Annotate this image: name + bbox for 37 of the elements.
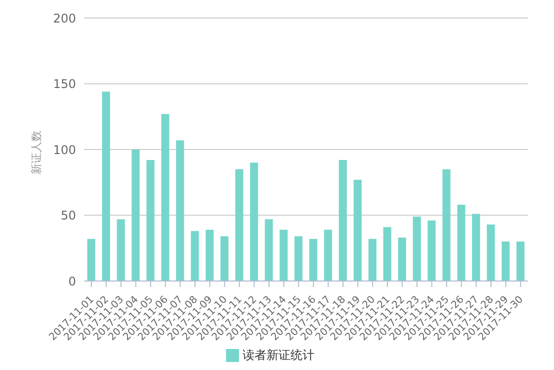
bar: [516, 242, 524, 281]
bar: [87, 238, 96, 281]
bar: [472, 214, 480, 281]
bar: [428, 220, 436, 281]
bar: [161, 114, 170, 281]
bar: [280, 230, 288, 281]
y-axis-title: 新证人数: [30, 130, 43, 174]
bar: [412, 216, 421, 281]
bar: [442, 169, 450, 281]
bar: [486, 224, 495, 281]
bar: [398, 238, 406, 281]
bar: [502, 242, 510, 281]
bar: [354, 180, 362, 281]
bar: [250, 162, 258, 281]
bar: [368, 238, 376, 281]
legend-label: 读者新证统计: [242, 348, 314, 362]
y-tick-label: 100: [53, 142, 76, 157]
bar: [176, 140, 184, 281]
bar: [294, 236, 302, 281]
bar: [324, 230, 332, 281]
y-tick-label: 50: [60, 208, 76, 223]
bar: [383, 227, 392, 281]
y-tick-label: 200: [53, 11, 76, 26]
bar: [309, 238, 318, 281]
bar: [206, 230, 214, 281]
y-tick-label: 150: [53, 77, 76, 92]
bar: [235, 169, 244, 281]
bar: [132, 150, 140, 281]
bar: [146, 160, 154, 281]
bar: [102, 92, 110, 281]
bar: [190, 231, 199, 281]
bar: [457, 204, 466, 281]
bar: [338, 160, 347, 281]
bar: [264, 219, 273, 281]
bar: [116, 219, 125, 281]
y-tick-label: 0: [68, 274, 76, 288]
bar: [220, 236, 228, 281]
